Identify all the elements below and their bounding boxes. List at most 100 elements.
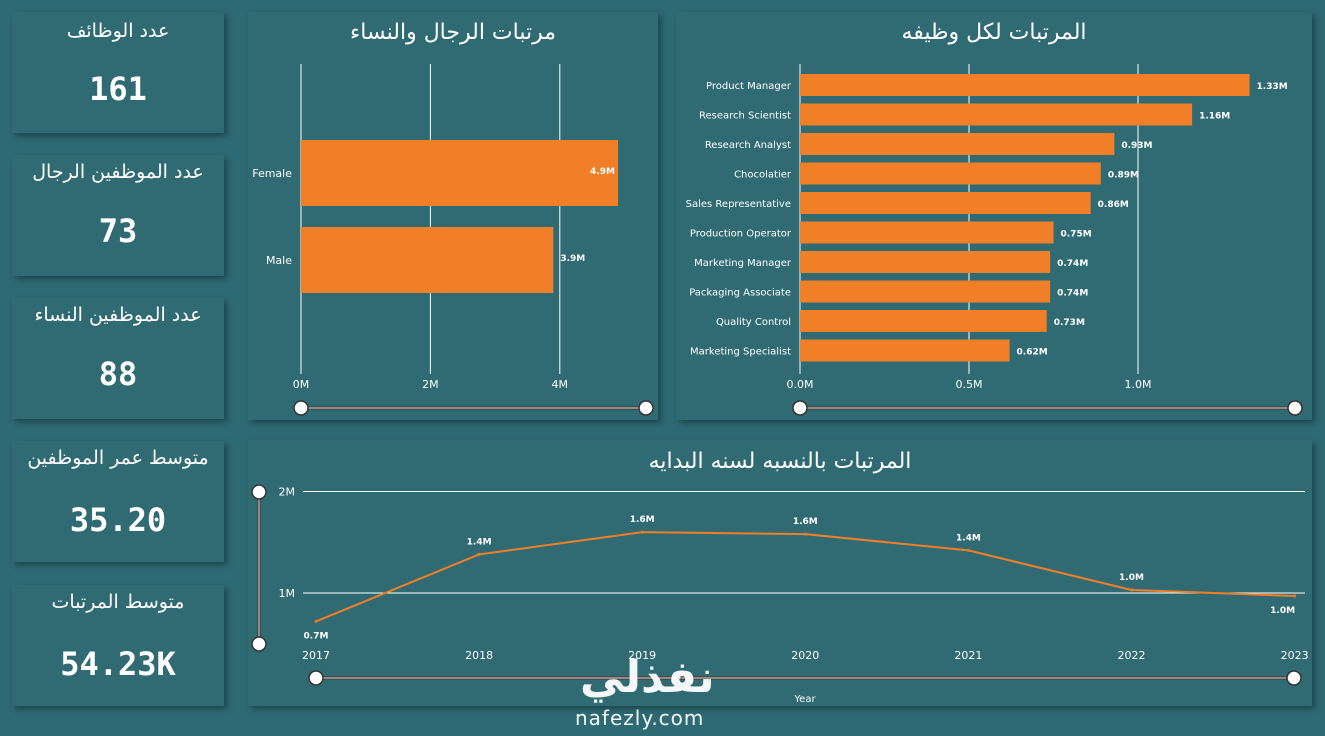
range-slider-handle-end[interactable] [638,400,654,416]
job-salary-chart: 0.0M 0.5M 1.0M Product Manager 1.33M Research… [686,64,1303,416]
kpi-label: متوسط عمر الموظفين [27,447,209,469]
kpi-value: 54.23K [60,645,176,683]
kpi-label: عدد الموظفين الرجال [32,161,204,183]
data-point [477,552,481,556]
watermark-logo-arabic: نفذلي [580,652,715,703]
range-slider-handle-start[interactable] [293,400,309,416]
x-tick-label: 2019 [628,649,656,662]
job-salary-chart-panel: المرتبات لكل وظيفه 0.0M 0.5M 1.0M Product M… [676,12,1312,420]
data-label: 0.7M [304,631,329,641]
gender-salary-chart: 0M 2M 4M Female 4.9M Male 3.9M [252,64,654,416]
year-salary-chart: 1M 2M 0.7M 2017 1.4M 2018 1.6M 2019 1.6M 2020 1.4M… [251,484,1309,705]
bar [301,227,554,293]
bar [800,310,1047,332]
x-tick-label: 2021 [954,649,982,662]
data-label: 0.89M [1108,171,1139,181]
data-label: 1.0M [1270,606,1295,616]
category-label: Chocolatier [734,170,792,181]
y-tick-label: 1M [279,587,296,600]
x-tick-label: 2023 [1281,649,1309,662]
data-label: 1.16M [1199,112,1230,122]
category-label: Male [266,254,292,267]
category-label: Sales Representative [686,199,791,210]
kpi-value: 88 [98,355,138,393]
kpi-value: 161 [89,70,147,108]
data-label: 0.93M [1121,141,1152,151]
kpi-card-salary: متوسط المرتبات 54.23K [12,585,224,706]
gender-salary-chart-panel: مرتبات الرجال والنساء 0M 2M 4M Female 4.9M Ma… [248,12,658,420]
data-label: 1.6M [630,515,655,525]
x-axis-label: Year [793,694,816,705]
y-range-slider-handle-start[interactable] [251,484,267,500]
data-label: 0.62M [1017,348,1048,358]
x-tick-label: 4M [552,378,569,391]
x-range-slider-handle-end[interactable] [1286,670,1302,686]
data-label: 0.86M [1098,200,1129,210]
category-label: Quality Control [716,317,791,328]
x-tick-label: 2018 [465,649,493,662]
kpi-card-male: عدد الموظفين الرجال 73 [12,155,224,276]
category-label: Female [252,167,292,180]
bar [800,103,1193,126]
kpi-label: عدد الموظفين النساء [34,304,202,326]
x-tick-label: 0.5M [956,378,983,391]
y-range-slider-handle-end[interactable] [251,636,267,652]
year-salary-chart-panel: المرتبات بالنسبه لسنه البدايه 1M 2M 0.7M 20… [248,440,1312,706]
kpi-card-female: عدد الموظفين النساء 88 [12,298,224,419]
category-label: Marketing Specialist [690,347,791,358]
data-label: 1.6M [793,517,818,527]
data-point [803,532,807,536]
x-tick-label: 0M [293,378,310,391]
x-range-slider-handle-start[interactable] [308,670,324,686]
data-label: 1.33M [1257,82,1288,92]
range-slider-handle-end[interactable] [1287,400,1303,416]
x-tick-label: 2020 [791,649,819,662]
bar [800,280,1051,303]
data-point [1130,588,1133,592]
x-tick-label: 2M [422,378,439,391]
bar [800,133,1115,155]
bar [800,251,1051,273]
kpi-card-jobs: عدد الوظائف 161 [12,12,224,133]
chart-title: المرتبات بالنسبه لسنه البدايه [648,449,912,474]
data-label: 3.9M [560,254,585,264]
data-point [1293,594,1297,598]
data-label: 1.0M [1119,573,1144,583]
kpi-card-age: متوسط عمر الموظفين 35.20 [12,441,224,562]
category-label: Production Operator [690,229,792,240]
chart-title: المرتبات لكل وظيفه [901,20,1087,45]
data-point [966,548,970,552]
bar [800,74,1250,96]
category-label: Packaging Associate [689,288,791,299]
category-label: Research Analyst [705,140,791,151]
data-point [314,619,318,623]
data-point [640,530,644,534]
data-label: 1.4M [956,533,981,543]
category-label: Research Scientist [699,111,791,122]
data-label: 1.4M [467,537,492,547]
bar [800,192,1091,214]
series-line [315,531,1295,623]
x-tick-label: 2022 [1118,649,1146,662]
bar [800,221,1054,244]
kpi-value: 73 [98,212,138,250]
data-label: 0.74M [1057,289,1088,299]
watermark-logo-latin: nafezly.com [575,706,705,730]
bar [800,162,1101,185]
bar [800,339,1010,362]
y-tick-label: 2M [279,486,296,499]
data-label: 4.9M [590,167,615,177]
bar [301,140,619,206]
kpi-label: متوسط المرتبات [51,591,185,613]
kpi-value: 35.20 [69,501,167,539]
data-label: 0.75M [1061,230,1092,240]
category-label: Product Manager [706,81,792,92]
category-label: Marketing Manager [694,258,792,269]
x-tick-label: 2017 [302,649,330,662]
x-tick-label: 0.0M [787,378,814,391]
chart-title: مرتبات الرجال والنساء [349,20,557,45]
x-tick-label: 1.0M [1125,378,1152,391]
kpi-label: عدد الوظائف [66,20,170,42]
data-label: 0.74M [1057,259,1088,269]
range-slider-handle-start[interactable] [792,400,808,416]
